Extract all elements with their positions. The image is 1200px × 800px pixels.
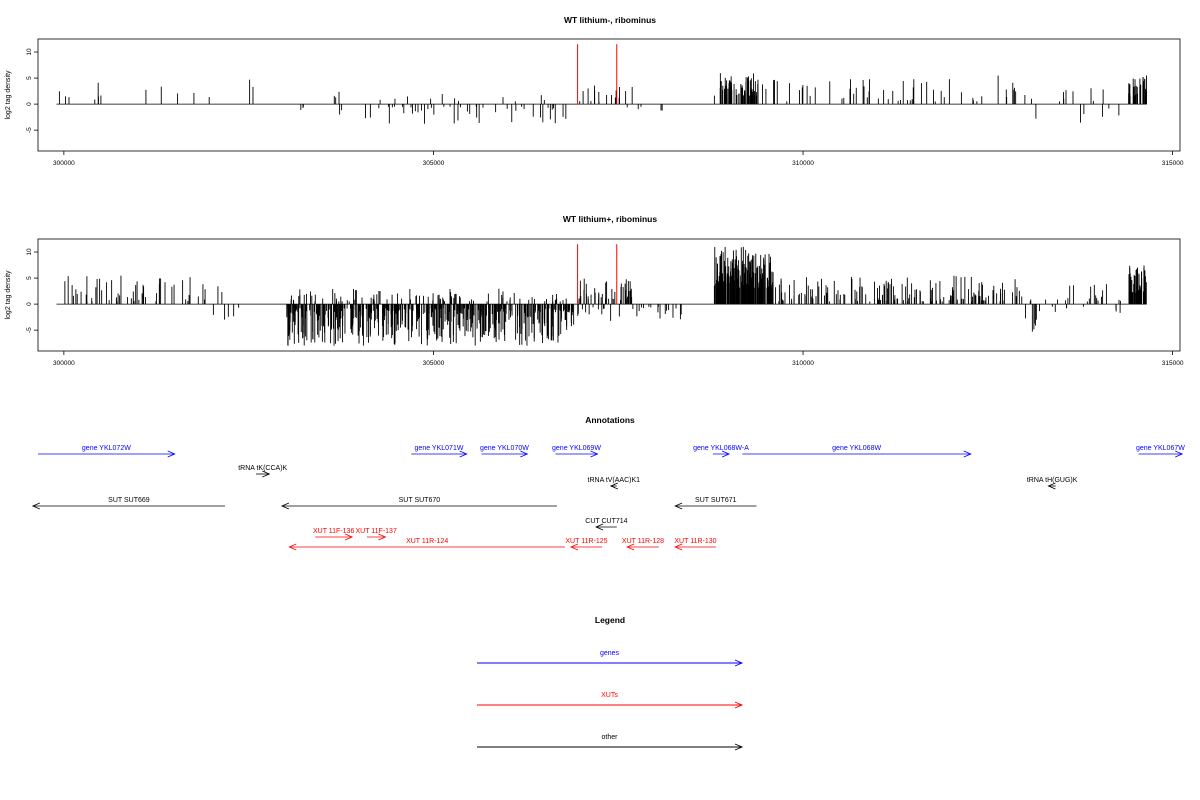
feature-label: tRNA tH(GUG)K <box>1027 477 1078 484</box>
panel-title: WT lithium-, ribominus <box>564 15 656 25</box>
y-tick-label: 0 <box>26 302 33 306</box>
feature-sut-sut670: SUT SUT670 <box>280 497 557 510</box>
x-tick-label: 310000 <box>792 360 814 367</box>
y-tick-label: 10 <box>26 48 33 56</box>
x-tick-label: 300000 <box>53 360 75 367</box>
feature-label: XUT 11R-128 <box>622 538 664 545</box>
feature-label: gene YKL067W <box>1136 445 1185 452</box>
feature-xut-11r-130: XUT 11R-130 <box>674 538 717 551</box>
track-panel-lithium-plus: WT lithium+, ribominus log2 tag density … <box>5 214 1184 367</box>
feature-gene-ykl072w: gene YKL072W <box>38 445 176 458</box>
feature-sut-sut671: SUT SUT671 <box>674 497 757 510</box>
feature-xut-11r-125: XUT 11R-125 <box>565 538 608 551</box>
legend-items: genes XUTs other <box>477 650 744 751</box>
signal-bars <box>56 44 1147 124</box>
feature-label: tRNA tK(CCA)K <box>238 465 287 472</box>
y-axis-label: log2 tag density <box>5 270 12 320</box>
signal-bars <box>56 244 1147 346</box>
feature-gene-ykl068w-a: gene YKL068W-A <box>693 445 749 458</box>
x-tick-label: 305000 <box>423 160 445 167</box>
legend-label: other <box>602 734 619 741</box>
feature-xut-11f-137: XUT 11F-137 <box>355 528 397 541</box>
axis-ticks: 300000 305000 310000 315000 -5 0 5 10 <box>26 248 1184 367</box>
legend-title: Legend <box>595 615 625 625</box>
feature-arrows: gene YKL072W gene YKL071W gene YKL070W gene… <box>31 445 1185 551</box>
legend-label: genes <box>600 650 620 657</box>
feature-sut-sut669: SUT SUT669 <box>31 497 226 510</box>
legend-label: XUTs <box>601 692 618 699</box>
feature-label: CUT CUT714 <box>585 518 627 525</box>
x-tick-label: 300000 <box>53 160 75 167</box>
feature-xut-11f-136: XUT 11F-136 <box>313 528 354 541</box>
y-tick-label: -5 <box>26 327 33 333</box>
feature-label: gene YKL068W <box>832 445 881 452</box>
feature-label: XUT 11R-124 <box>406 538 448 545</box>
x-tick-label: 315000 <box>1162 360 1184 367</box>
feature-gene-ykl071w: gene YKL071W <box>411 445 468 458</box>
feature-gene-ykl067w: gene YKL067W <box>1136 445 1185 458</box>
legend-item-other: other <box>477 734 744 751</box>
feature-label: gene YKL072W <box>82 445 131 452</box>
feature-label: gene YKL070W <box>480 445 529 452</box>
x-tick-label: 310000 <box>792 160 814 167</box>
axis-ticks: 300000 305000 310000 315000 -5 0 5 10 <box>26 48 1184 167</box>
feature-label: SUT SUT670 <box>399 497 441 504</box>
feature-label: SUT SUT669 <box>108 497 150 504</box>
feature-gene-ykl069w: gene YKL069W <box>552 445 601 458</box>
legend-item-xuts: XUTs <box>477 692 744 709</box>
y-tick-label: -5 <box>26 127 33 133</box>
x-tick-label: 305000 <box>423 360 445 367</box>
plot-frame <box>37 238 1181 352</box>
feature-trna-th-gug-k: tRNA tH(GUG)K <box>1027 477 1078 490</box>
feature-label: XUT 11F-136 <box>313 528 354 535</box>
feature-gene-ykl068w: gene YKL068W <box>742 445 972 458</box>
feature-trna-tv-aac-k1: tRNA tV(AAC)K1 <box>588 477 641 490</box>
feature-xut-11r-128: XUT 11R-128 <box>622 538 664 551</box>
y-axis-label: log2 tag density <box>5 70 12 120</box>
feature-label: gene YKL071W <box>415 445 464 452</box>
y-tick-label: 5 <box>26 276 33 280</box>
feature-label: XUT 11R-125 <box>565 538 607 545</box>
feature-label: tRNA tV(AAC)K1 <box>588 477 641 484</box>
annotations-title: Annotations <box>585 415 635 425</box>
feature-label: SUT SUT671 <box>695 497 737 504</box>
x-tick-label: 315000 <box>1162 160 1184 167</box>
feature-label: XUT 11F-137 <box>355 528 396 535</box>
legend: Legend genes XUTs other <box>477 615 744 751</box>
annotations-panel: Annotations gene YKL072W gene YKL071W gene… <box>31 415 1185 551</box>
feature-gene-ykl070w: gene YKL070W <box>480 445 529 458</box>
y-tick-label: 0 <box>26 102 33 106</box>
feature-label: XUT 11R-130 <box>674 538 716 545</box>
legend-item-genes: genes <box>477 650 744 667</box>
panel-title: WT lithium+, ribominus <box>563 214 657 224</box>
feature-label: gene YKL069W <box>552 445 601 452</box>
feature-trna-tk-cca-k: tRNA tK(CCA)K <box>238 465 288 478</box>
plot-frame <box>37 38 1181 152</box>
feature-label: gene YKL068W-A <box>693 445 749 452</box>
y-tick-label: 5 <box>26 76 33 80</box>
y-tick-label: 10 <box>26 248 33 256</box>
feature-xut-11r-124: XUT 11R-124 <box>288 538 566 551</box>
feature-cut-cut714: CUT CUT714 <box>585 518 628 531</box>
track-panel-lithium-minus: WT lithium-, ribominus log2 tag density … <box>5 15 1184 167</box>
